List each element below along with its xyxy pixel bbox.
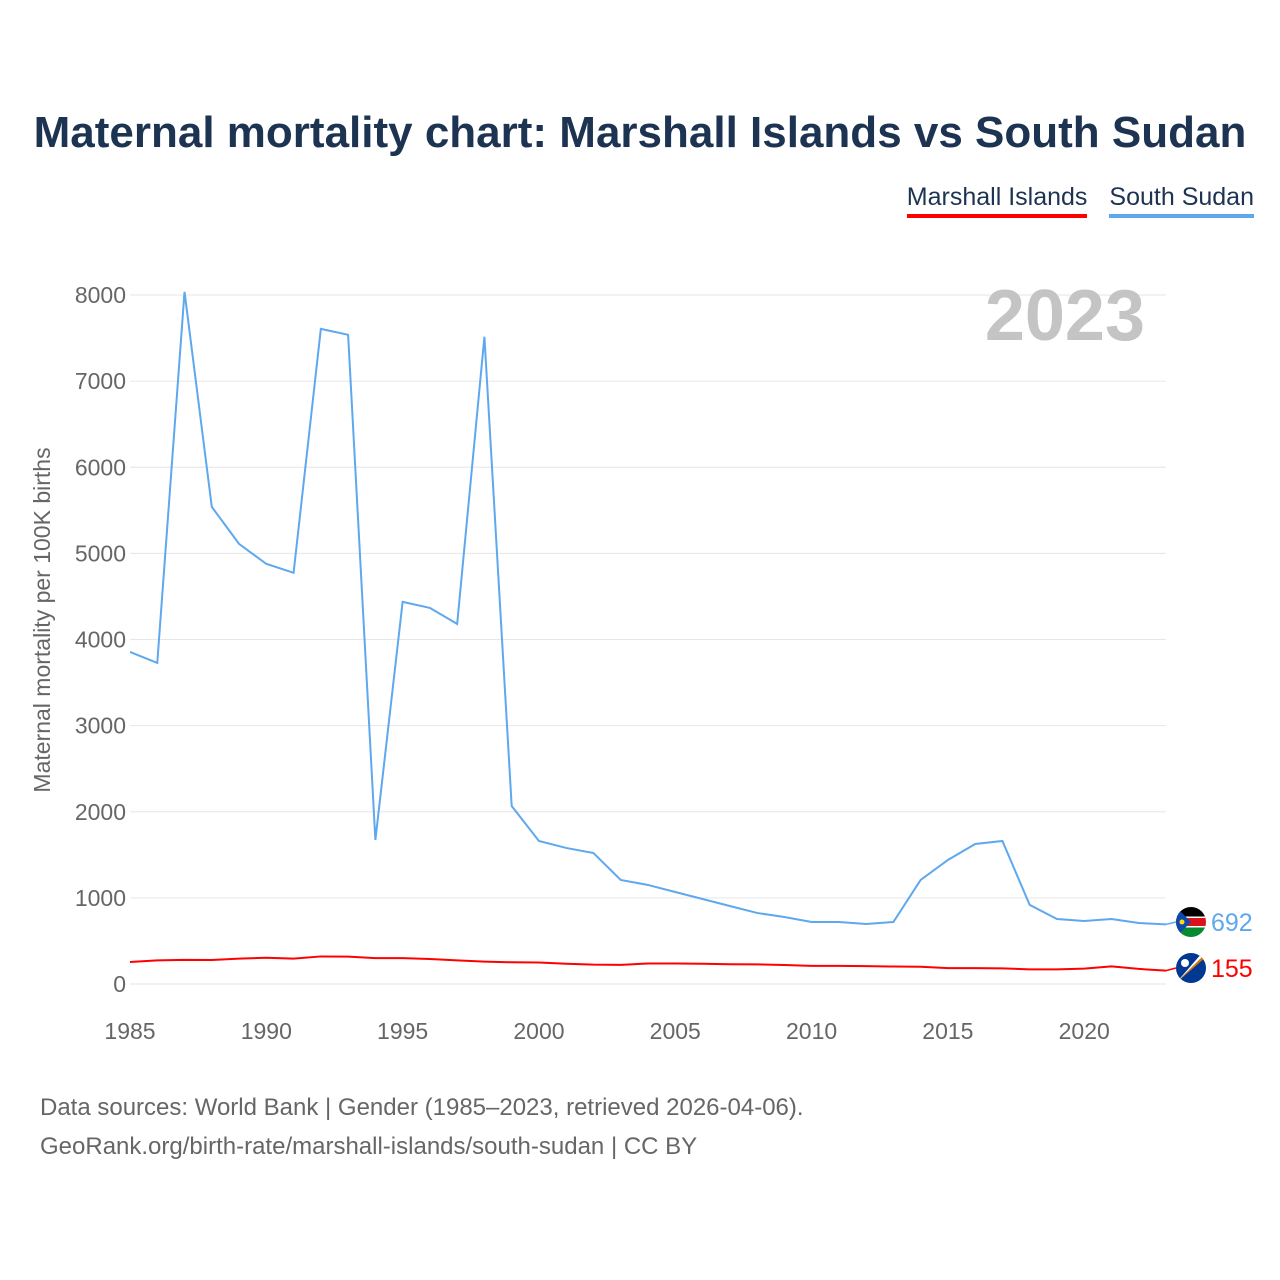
x-tick-label: 2010: [786, 1018, 837, 1044]
flag-star: [1179, 919, 1185, 925]
flag-stripe: [1176, 907, 1206, 917]
x-tick-label: 2000: [513, 1018, 564, 1044]
y-tick-label: 2000: [75, 799, 126, 825]
y-tick-label: 3000: [75, 713, 126, 739]
y-tick-label: 7000: [75, 368, 126, 394]
y-tick-label: 5000: [75, 540, 126, 566]
series-line-marshall-islands: [129, 955, 1167, 972]
y-tick-label: 6000: [75, 454, 126, 480]
x-tick-label: 2015: [922, 1018, 973, 1044]
marshall-islands-flag-icon: [1176, 953, 1206, 983]
y-tick-label: 8000: [75, 282, 126, 308]
x-tick-label: 1985: [104, 1018, 155, 1044]
y-tick-label: 4000: [75, 627, 126, 653]
flag-stripe: [1176, 927, 1206, 937]
y-tick-label: 1000: [75, 885, 126, 911]
year-watermark: 2023: [985, 276, 1145, 356]
end-connector: [1165, 967, 1177, 972]
flag-body: [1176, 907, 1206, 937]
flag-stripe: [1176, 926, 1206, 928]
series-line-south-sudan: [129, 291, 1167, 926]
flag-star: [1181, 959, 1189, 967]
flag-body: [1176, 953, 1206, 983]
source-line: Data sources: World Bank | Gender (1985–…: [40, 1094, 804, 1121]
legend-marshall-islands[interactable]: Marshall Islands: [906, 183, 1088, 218]
end-value-label-south-sudan: 692: [1211, 909, 1253, 937]
x-tick-label: 2020: [1059, 1018, 1110, 1044]
x-tick-label: 1995: [377, 1018, 428, 1044]
source-link[interactable]: GeoRank.org/birth-rate/marshall-islands/…: [40, 1133, 698, 1160]
legend: Marshall Islands South Sudan: [906, 183, 1254, 218]
flag-ray: [1176, 953, 1206, 983]
x-tick-label: 1990: [241, 1018, 292, 1044]
legend-south-sudan[interactable]: South Sudan: [1109, 183, 1254, 218]
end-connector: [1165, 921, 1177, 926]
end-value-label-marshall-islands: 155: [1211, 955, 1253, 983]
source-note: Data sources: World Bank | Gender (1985–…: [40, 1088, 804, 1166]
y-tick-label: 0: [113, 971, 126, 997]
flag-stripe: [1176, 916, 1206, 918]
chart-title: Maternal mortality chart: Marshall Islan…: [33, 108, 1247, 157]
x-tick-label: 2005: [650, 1018, 701, 1044]
south-sudan-flag-icon: [1176, 907, 1206, 937]
y-axis-label: Maternal mortality per 100K births: [29, 447, 55, 792]
